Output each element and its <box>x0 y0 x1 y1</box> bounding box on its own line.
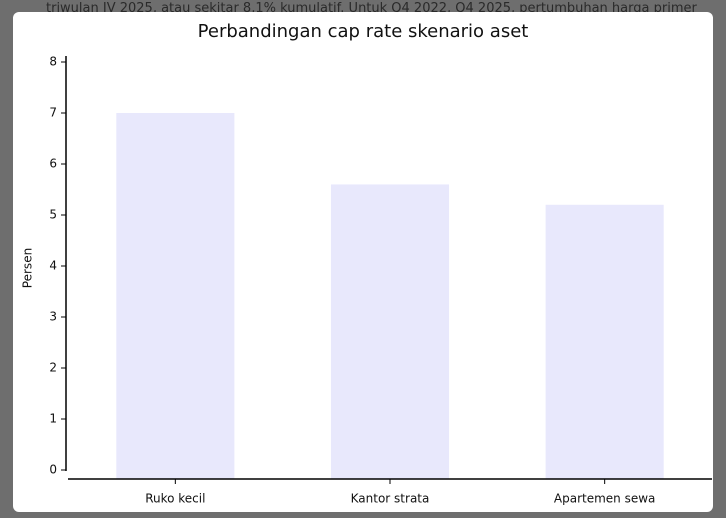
y-tick-label: 6 <box>49 157 57 171</box>
y-tick-label: 2 <box>49 361 57 375</box>
x-tick-label: Kantor strata <box>351 492 430 506</box>
x-tick-label: Ruko kecil <box>145 492 205 506</box>
chart-title: Perbandingan cap rate skenario aset <box>198 21 529 42</box>
y-tick-label: 7 <box>49 106 57 120</box>
y-tick-label: 5 <box>49 208 57 222</box>
y-tick-label: 1 <box>49 412 57 426</box>
bar <box>330 184 450 479</box>
y-tick-label: 4 <box>49 259 57 273</box>
x-tick-label: Apartemen sewa <box>554 492 656 506</box>
y-tick-label: 3 <box>49 310 57 324</box>
y-axis-label: Persen <box>21 248 35 288</box>
bar <box>116 113 235 479</box>
y-tick-label: 8 <box>49 55 57 69</box>
y-tick-label: 0 <box>49 463 57 477</box>
bar <box>545 204 664 480</box>
